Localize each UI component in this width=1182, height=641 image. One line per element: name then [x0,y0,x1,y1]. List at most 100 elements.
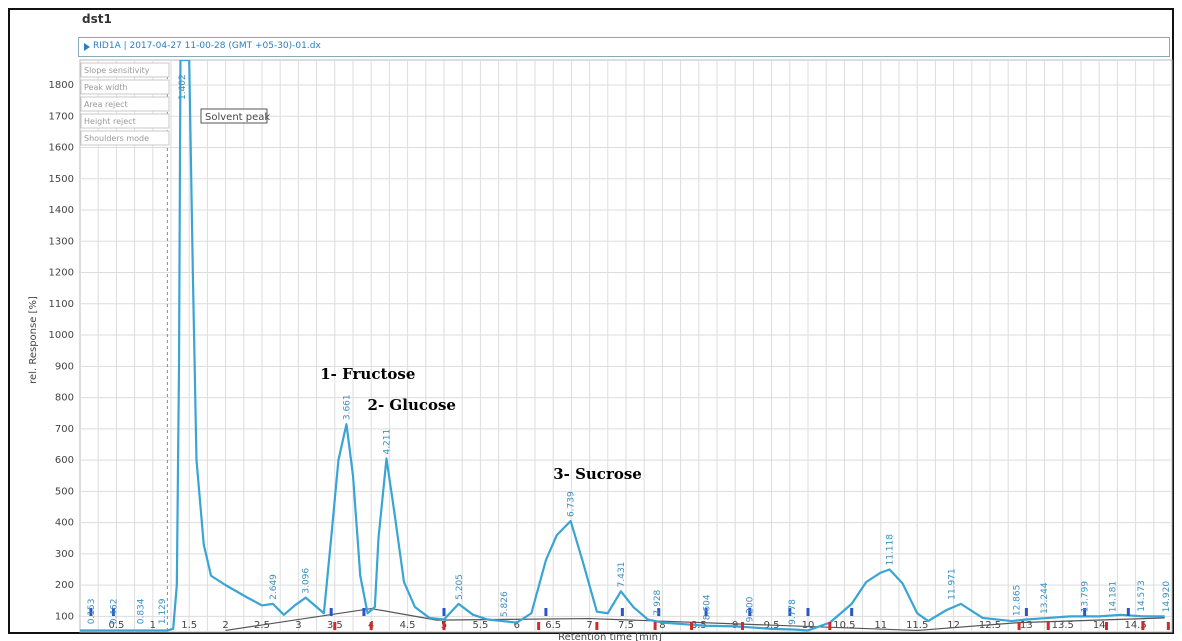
x-axis-label: Retention time [min] [558,632,662,641]
y-tick-label: 1300 [49,236,74,247]
compound-annotation: 1- Fructose [320,365,415,383]
x-tick-label: 3 [295,620,301,631]
solvent-peak-label: Solvent peak [205,112,270,123]
menu-item-box [80,62,170,78]
peak-end-marker [537,622,541,630]
menu-item-label: Height reject [84,117,136,126]
menu-item-box [80,113,170,129]
document-title: dst1 [82,12,112,26]
y-tick-label: 1400 [49,205,74,216]
peak-label: 3.096 [301,568,311,594]
peak-end-marker [1104,622,1108,630]
peak-boundary-markers [89,608,1170,630]
x-tick-label: 14 [1093,620,1106,631]
peak-label: 9.778 [788,599,798,625]
y-tick-label: 1600 [49,143,74,154]
x-tick-label: 12 [947,620,960,631]
menu-item-label: Area reject [84,100,128,109]
trace-label: RID1A | 2017-04-27 11-00-28 (GMT +05-30)… [93,41,321,51]
peak-end-marker [740,622,744,630]
y-tick-label: 1700 [49,111,74,122]
expand-triangle-icon[interactable] [84,43,90,51]
y-axis-label: rel. Response [%] [28,296,39,384]
x-tick-label: 1 [150,620,156,631]
peak-start-marker [704,608,708,616]
peak-end-marker [653,622,657,630]
menu-item-label: Slope sensitivity [84,66,150,75]
x-axis-ticks: 0.511.522.533.544.555.566.577.588.599.51… [108,620,1146,631]
menu-item-box [80,130,170,146]
y-tick-label: 900 [55,361,74,372]
peak-label: 4.211 [383,429,393,455]
y-tick-label: 600 [55,455,74,466]
peak-label: 11.118 [885,534,895,566]
peak-start-marker [1024,608,1028,616]
peak-end-marker [333,622,337,630]
peak-end-marker [595,622,599,630]
peak-end-marker [1166,622,1170,630]
solvent-peak-tooltip: Solvent peak [200,108,270,124]
trace-selector[interactable]: RID1A | 2017-04-27 11-00-28 (GMT +05-30)… [78,37,1170,57]
peak-start-marker [544,608,548,616]
peak-label: 7.431 [617,562,627,588]
y-tick-label: 700 [55,424,74,435]
peak-label: 7.928 [653,589,663,615]
x-tick-label: 7.5 [618,620,634,631]
menu-item-label: Shoulders mode [84,134,149,143]
x-tick-label: 11 [874,620,887,631]
x-tick-label: 11.5 [906,620,928,631]
compound-annotation: 3- Sucrose [553,465,642,483]
peak-label: 6.739 [567,491,577,517]
y-tick-label: 400 [55,518,74,529]
compound-annotation: 2- Glucose [368,396,456,414]
peak-label: 1.402 [178,74,188,100]
peak-start-marker [1126,608,1130,616]
compound-annotations: 1- Fructose 2- Glucose 3- Sucrose [320,365,642,483]
peak-label: 14.920 [1162,581,1172,613]
peak-end-marker [1046,622,1050,630]
signal-trace [80,60,1165,632]
peak-start-marker [1083,608,1087,616]
peak-start-marker [788,608,792,616]
peak-label: 0.462 [110,598,120,624]
peak-label: 5.205 [455,574,465,600]
peak-start-marker [850,608,854,616]
peak-label: 2.649 [269,574,279,600]
peak-start-marker [111,608,115,616]
peak-end-marker [442,622,446,630]
peak-label: 12.865 [1013,585,1023,617]
peak-end-marker [1017,622,1021,630]
y-tick-label: 1800 [49,80,74,91]
y-tick-label: 1100 [49,299,74,310]
peak-label: 9.200 [746,596,756,622]
y-tick-label: 200 [55,580,74,591]
peak-start-marker [620,608,624,616]
x-tick-label: 5.5 [472,620,488,631]
x-tick-label: 10.5 [833,620,855,631]
grid-lines [80,60,1172,632]
x-tick-label: 12.5 [979,620,1001,631]
menu-item-label: Peak width [84,83,128,92]
chromatogram-line [80,60,1165,632]
peak-detection-menu: Slope sensitivity Peak width Area reject He… [80,62,170,146]
peak-start-marker [89,608,93,616]
peak-retention-labels: 0.153 0.462 0.834 1.129 1.402 2.649 3.096 3.661… [87,74,1172,625]
peak-start-marker [442,608,446,616]
x-tick-label: 13 [1020,620,1033,631]
y-tick-label: 1200 [49,268,74,279]
x-tick-label: 1.5 [181,620,197,631]
x-tick-label: 10 [802,620,815,631]
peak-end-marker [690,622,694,630]
peak-label: 0.834 [137,598,147,624]
peak-end-marker [369,622,373,630]
peak-label: 8.604 [702,594,712,620]
y-tick-label: 800 [55,393,74,404]
peak-start-marker [329,608,333,616]
x-tick-label: 14.5 [1124,620,1146,631]
peak-label: 14.181 [1108,581,1118,613]
peak-label: 5.826 [500,591,510,617]
x-tick-label: 2 [222,620,228,631]
y-tick-label: 300 [55,549,74,560]
peak-start-marker [806,608,810,616]
